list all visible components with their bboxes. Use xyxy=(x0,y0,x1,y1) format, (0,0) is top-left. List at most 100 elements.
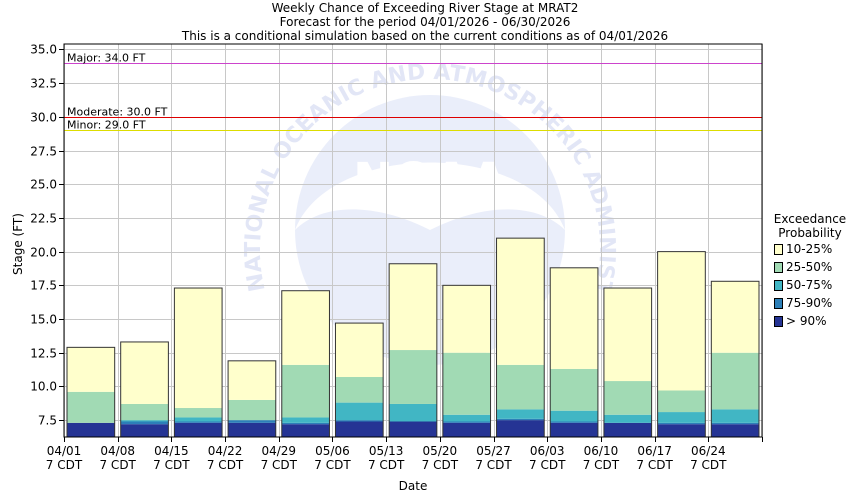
bar-segment xyxy=(550,410,598,422)
y-axis-label: Stage (FT) xyxy=(11,213,25,275)
legend-item-label: > 90% xyxy=(786,314,827,328)
bar-segment xyxy=(550,421,598,423)
bar-segment xyxy=(496,418,545,421)
x-tick-sublabel: 7 CDT xyxy=(422,458,459,472)
x-axis-label: Date xyxy=(399,479,428,493)
bar-segment xyxy=(550,267,598,369)
x-tick-label: 06/03 xyxy=(530,444,565,458)
x-tick-sublabel: 7 CDT xyxy=(314,458,351,472)
y-axis: 7.5 10.0 12.5 15.0 17.5 20.0 22.5 25.0 27.5 30.0 3… xyxy=(30,43,64,428)
noaa-logo-text: NOAA xyxy=(353,153,507,209)
noaa-seal-wave xyxy=(295,162,565,230)
y-tick-label: 17.5 xyxy=(30,279,57,293)
bar-segment xyxy=(120,421,169,425)
legend-title-line1: Exceedance xyxy=(773,212,847,226)
bar-segment xyxy=(657,412,706,423)
x-tick-sublabel: 7 CDT xyxy=(690,458,727,472)
legend-swatch xyxy=(774,244,783,255)
x-tick-label: 04/29 xyxy=(261,444,296,458)
threshold-label: Minor: 29.0 FT xyxy=(67,119,146,132)
x-tick-sublabel: 7 CDT xyxy=(207,458,244,472)
bar-segment xyxy=(496,409,545,419)
bar-segment xyxy=(174,417,223,422)
bar-segment xyxy=(228,360,276,400)
x-tick-sublabel: 7 CDT xyxy=(583,458,620,472)
bar-segment xyxy=(120,341,169,404)
x-tick-label: 05/13 xyxy=(369,444,404,458)
legend-swatch xyxy=(774,316,783,327)
bar-segment xyxy=(67,422,115,437)
y-tick-label: 12.5 xyxy=(30,347,57,361)
bar-segment xyxy=(603,422,652,437)
y-tick-label: 22.5 xyxy=(30,212,57,226)
bar-segment xyxy=(281,422,330,425)
bar-segment xyxy=(67,347,115,392)
bar-segment xyxy=(496,420,545,437)
bar-segment xyxy=(228,422,276,437)
y-tick-label: 30.0 xyxy=(30,111,57,125)
legend-swatch xyxy=(774,262,783,273)
bar-segment xyxy=(281,290,330,365)
bar-segment xyxy=(711,281,759,353)
legend-item-75-90: 75-90% xyxy=(774,296,832,310)
bar-segment xyxy=(657,424,706,437)
x-tick-label: 04/01 xyxy=(47,444,82,458)
bar-segment xyxy=(442,352,491,415)
bar-segment xyxy=(603,288,652,382)
x-tick-label: 05/06 xyxy=(315,444,350,458)
bar-segment xyxy=(442,414,491,422)
bar-segment xyxy=(657,422,706,425)
bar-segment xyxy=(228,399,276,421)
y-tick-label: 7.5 xyxy=(38,414,57,428)
bar-segment xyxy=(228,420,276,423)
legend-item-25-50: 25-50% xyxy=(774,260,832,274)
bar-segment xyxy=(335,421,384,437)
bar-segment xyxy=(389,350,437,404)
bar-segment xyxy=(335,420,384,422)
bar-segment xyxy=(174,421,223,423)
bar-segment xyxy=(389,263,437,351)
x-tick-sublabel: 7 CDT xyxy=(153,458,190,472)
y-tick-label: 27.5 xyxy=(30,145,57,159)
x-tick-sublabel: 7 CDT xyxy=(46,458,83,472)
x-tick-sublabel: 7 CDT xyxy=(475,458,512,472)
bar-segment xyxy=(120,420,169,422)
legend-swatch xyxy=(774,280,783,291)
bar-segment xyxy=(389,403,437,422)
bar-segment xyxy=(174,422,223,437)
bar-segment xyxy=(711,352,759,410)
bar-segment xyxy=(711,422,759,425)
y-tick-label: 35.0 xyxy=(30,43,57,57)
y-tick-label: 25.0 xyxy=(30,178,57,192)
bar-segment xyxy=(711,409,759,423)
legend-swatch xyxy=(774,298,783,309)
y-tick-label: 15.0 xyxy=(30,313,57,327)
bar-segment xyxy=(389,421,437,437)
y-tick-label: 20.0 xyxy=(30,246,57,260)
bar-segment xyxy=(711,424,759,437)
bar-segment xyxy=(120,403,169,421)
bar-segment xyxy=(657,390,706,413)
bar-segment xyxy=(281,364,330,418)
x-tick-label: 05/27 xyxy=(476,444,511,458)
x-tick-label: 05/20 xyxy=(423,444,458,458)
legend-item-label: 10-25% xyxy=(786,242,833,256)
threshold-label: Major: 34.0 FT xyxy=(67,52,146,65)
legend-item-label: 25-50% xyxy=(786,260,833,274)
bar-segment xyxy=(120,424,169,437)
x-tick-label: 06/17 xyxy=(637,444,672,458)
legend-item-label: 50-75% xyxy=(786,278,833,292)
y-tick-label: 32.5 xyxy=(30,77,57,91)
bar-segment xyxy=(281,424,330,437)
x-tick-sublabel: 7 CDT xyxy=(529,458,566,472)
x-tick-sublabel: 7 CDT xyxy=(261,458,298,472)
plot-frame xyxy=(63,43,763,438)
legend: Exceedance Probability 10-25% 25-50% 50-… xyxy=(772,212,848,328)
bar-segment xyxy=(335,402,384,421)
bar-segment xyxy=(550,422,598,437)
bar-segment xyxy=(496,364,545,410)
bar-segment xyxy=(335,323,384,378)
